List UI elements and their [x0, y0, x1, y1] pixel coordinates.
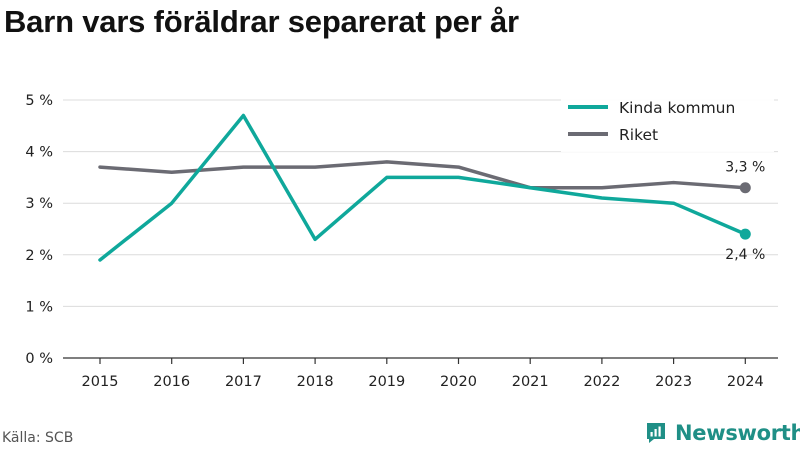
series-line	[98, 113, 748, 262]
y-tick-label: 5 %	[25, 93, 53, 109]
x-tick-label: 2019	[368, 374, 405, 390]
brand-name: Newsworthy	[675, 421, 800, 445]
x-tick-label: 2018	[297, 374, 334, 390]
series-end-point	[739, 182, 751, 194]
series-line	[98, 160, 748, 190]
series-lines	[98, 113, 751, 262]
x-tick-label: 2023	[655, 374, 692, 390]
brand: Newsworthy	[645, 419, 800, 447]
series-end-label: 3,3 %	[725, 160, 765, 176]
x-tick-label: 2017	[225, 374, 262, 390]
y-tick-label: 0 %	[25, 351, 53, 367]
x-tick-label: 2016	[153, 374, 190, 390]
y-tick-label: 4 %	[25, 145, 53, 161]
y-tick-label: 2 %	[25, 248, 53, 264]
y-axis-ticks: 0 % 1 % 2 % 3 % 4 % 5 %	[25, 93, 53, 367]
end-labels: 3,3 % 2,4 %	[725, 160, 765, 263]
source-note: Källa: SCB	[2, 430, 74, 446]
series-end-label: 2,4 %	[725, 247, 765, 263]
x-tick-label: 2024	[727, 374, 764, 390]
x-tick-label: 2021	[512, 374, 549, 390]
legend-label: Kinda kommun	[619, 99, 735, 117]
chart-title: Barn vars föräldrar separerat per år	[4, 4, 519, 39]
x-tick-label: 2022	[583, 374, 620, 390]
x-axis: 2015 2016 2017 2018 2019 2020 2021 2022 2023 2024	[63, 357, 778, 390]
x-tick-label: 2020	[440, 374, 477, 390]
legend-box	[561, 92, 774, 152]
y-tick-label: 3 %	[25, 196, 53, 212]
newsworthy-logo-icon	[647, 423, 665, 443]
legend: Kinda kommun Riket	[561, 92, 774, 152]
series-end-point	[739, 228, 751, 240]
x-tick-label: 2015	[82, 374, 119, 390]
legend-label: Riket	[619, 126, 658, 144]
y-tick-label: 1 %	[25, 299, 53, 315]
